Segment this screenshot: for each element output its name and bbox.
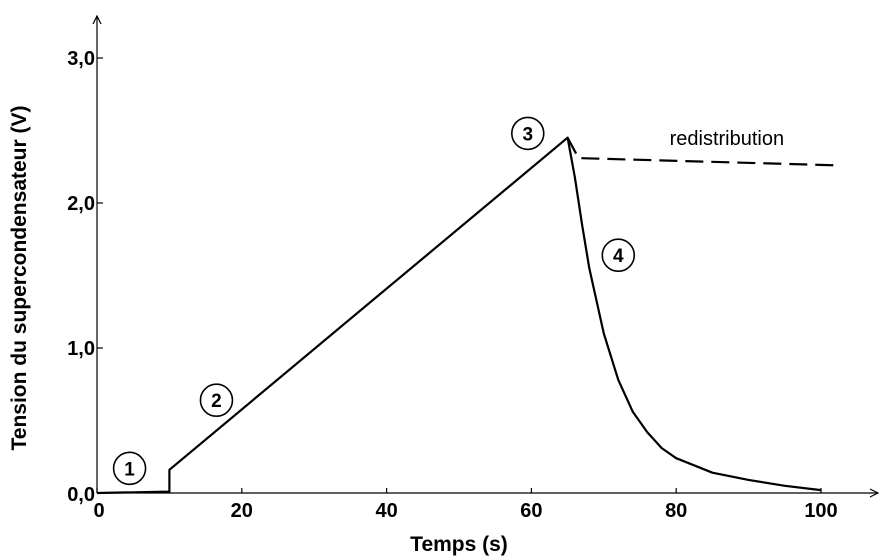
x-tick-label: 60 bbox=[520, 500, 542, 522]
phase-marker-2: 2 bbox=[199, 383, 234, 418]
axes bbox=[92, 14, 880, 498]
x-tick-label: 20 bbox=[231, 500, 253, 522]
y-axis-arrow-icon bbox=[92, 14, 102, 25]
y-tick-label: 0,0 bbox=[67, 484, 95, 506]
voltage-line bbox=[96, 136, 822, 495]
phase-marker-label: 2 bbox=[211, 391, 222, 412]
phase-marker-label: 3 bbox=[522, 124, 533, 145]
phase-marker-3: 3 bbox=[510, 116, 545, 151]
y-tick-label: 3,0 bbox=[67, 48, 95, 70]
phase-marker-4: 4 bbox=[601, 238, 636, 272]
y-ticks: 0,0 1,0 2,0 3,0 bbox=[67, 48, 103, 506]
y-tick-label: 2,0 bbox=[67, 193, 95, 215]
annotations: redistribution 1 2 3 4 bbox=[112, 116, 785, 486]
redistribution-line bbox=[566, 137, 836, 167]
redistribution-label: redistribution bbox=[670, 128, 785, 150]
phase-marker-circle bbox=[112, 451, 147, 486]
x-axis-title: Temps (s) bbox=[410, 533, 508, 556]
x-tick-label: 0 bbox=[93, 500, 104, 522]
x-axis-arrow-icon bbox=[869, 488, 880, 498]
phase-marker-circle bbox=[199, 383, 234, 418]
series-group bbox=[96, 136, 836, 495]
x-ticks: 0 20 40 60 80 100 bbox=[93, 488, 838, 522]
y-tick-label: 1,0 bbox=[67, 338, 95, 360]
x-tick-label: 100 bbox=[804, 500, 837, 522]
x-tick-label: 80 bbox=[665, 500, 687, 522]
phase-marker-label: 4 bbox=[613, 246, 624, 267]
phase-marker-circle bbox=[510, 116, 545, 151]
y-axis-title: Tension du supercondensateur (V) bbox=[8, 106, 31, 451]
phase-marker-1: 1 bbox=[112, 451, 147, 486]
x-tick-label: 40 bbox=[375, 500, 397, 522]
phase-marker-label: 1 bbox=[124, 459, 135, 480]
phase-marker-circle bbox=[601, 238, 636, 272]
